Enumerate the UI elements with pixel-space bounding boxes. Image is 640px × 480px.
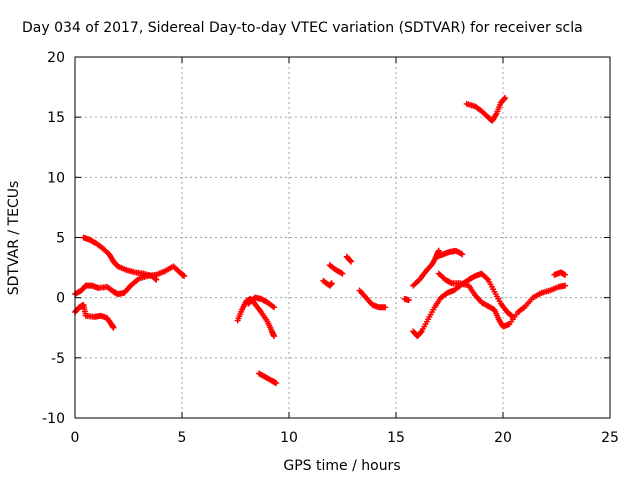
data-point bbox=[339, 270, 346, 277]
series-arc-06 bbox=[256, 370, 280, 387]
x-tick-label: 25 bbox=[601, 430, 619, 446]
data-point bbox=[562, 282, 569, 289]
x-tick-label: 15 bbox=[387, 430, 405, 446]
x-tick-label: 20 bbox=[494, 430, 512, 446]
y-axis-label: SDTVAR / TECUs bbox=[6, 181, 22, 296]
data-point bbox=[405, 297, 412, 304]
data-point bbox=[502, 94, 509, 101]
data-point bbox=[459, 251, 466, 258]
data-point bbox=[338, 269, 345, 276]
chart-title: Day 034 of 2017, Sidereal Day-to-day VTE… bbox=[22, 20, 583, 36]
data-point bbox=[447, 279, 454, 286]
data-point bbox=[508, 312, 515, 319]
data-marks bbox=[72, 94, 569, 387]
data-point bbox=[269, 303, 276, 310]
series-arc-14 bbox=[433, 247, 466, 260]
x-tick-label: 10 bbox=[280, 430, 298, 446]
plot-frame bbox=[74, 56, 611, 419]
series-arc-12 bbox=[410, 270, 515, 340]
x-axis-label: GPS time / hours bbox=[283, 458, 400, 474]
data-point bbox=[483, 275, 490, 282]
series-arc-09 bbox=[343, 253, 355, 265]
series-arc-03 bbox=[72, 301, 117, 331]
series-arc-10 bbox=[356, 287, 389, 311]
series-arc-08 bbox=[326, 262, 346, 277]
y-tick-label: 10 bbox=[47, 170, 65, 186]
data-point bbox=[180, 272, 187, 279]
series-arc-16 bbox=[551, 269, 569, 278]
y-tick-label: 20 bbox=[47, 50, 65, 66]
data-point bbox=[435, 247, 442, 254]
data-point bbox=[152, 275, 159, 282]
series-arc-15 bbox=[435, 270, 569, 330]
series-arc-17 bbox=[463, 94, 509, 124]
data-point bbox=[271, 333, 278, 340]
data-point bbox=[110, 324, 117, 331]
data-point bbox=[458, 250, 465, 257]
data-point bbox=[501, 95, 508, 102]
data-point bbox=[507, 311, 514, 318]
series-arc-05 bbox=[245, 294, 278, 311]
y-tick-label: -10 bbox=[42, 411, 65, 427]
y-tick-label: 0 bbox=[56, 291, 65, 307]
y-tick-label: -5 bbox=[51, 351, 65, 367]
data-point bbox=[328, 280, 335, 287]
y-tick-label: 15 bbox=[47, 110, 65, 126]
series-arc-11 bbox=[401, 295, 412, 304]
data-point bbox=[271, 304, 278, 311]
data-point bbox=[348, 258, 355, 265]
series-arc-02 bbox=[72, 263, 188, 298]
y-tick-label: 5 bbox=[56, 231, 65, 247]
x-tick-label: 5 bbox=[178, 430, 187, 446]
data-point bbox=[520, 305, 527, 312]
x-tick-label: 0 bbox=[71, 430, 80, 446]
data-point bbox=[562, 271, 569, 278]
data-point bbox=[273, 380, 280, 387]
series-arc-07 bbox=[320, 277, 335, 289]
data-point bbox=[382, 304, 389, 311]
data-point bbox=[347, 257, 354, 264]
grid bbox=[75, 57, 610, 418]
data-point bbox=[417, 329, 424, 336]
data-point bbox=[181, 273, 188, 280]
